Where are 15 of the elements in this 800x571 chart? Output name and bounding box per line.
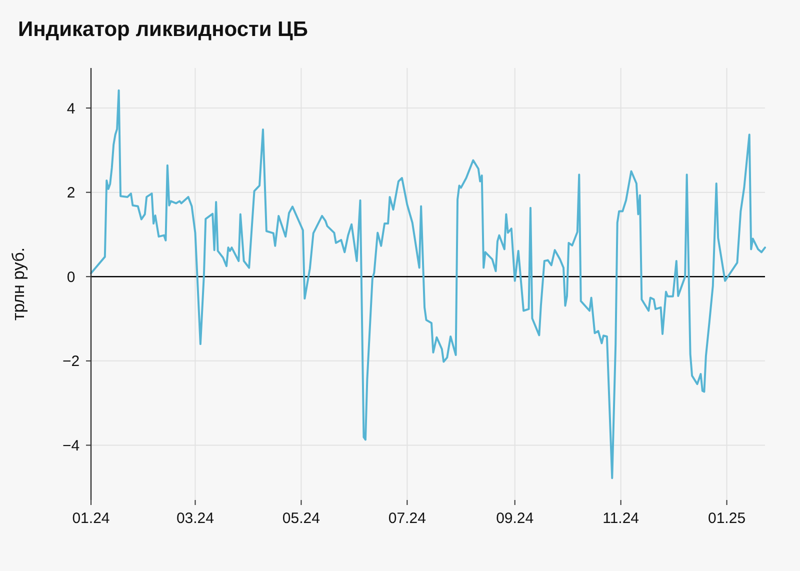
chart-title: Индикатор ликвидности ЦБ: [18, 18, 308, 41]
x-tick-label: 11.24: [602, 510, 640, 527]
y-tick-label: 4: [66, 100, 76, 118]
x-tick-label: 07.24: [388, 510, 426, 527]
y-tick-label: −2: [62, 353, 80, 370]
y-tick-label: 2: [66, 184, 76, 202]
y-tick-label: −4: [62, 437, 80, 454]
x-tick-label: 01.24: [72, 510, 110, 527]
x-tick-label: 05.24: [282, 510, 320, 527]
y-axis-title: трлн руб.: [9, 247, 28, 321]
x-tick-label: 09.24: [496, 510, 534, 527]
line-series: [90, 89, 766, 480]
x-tick-label: 03.24: [176, 510, 214, 527]
y-tick-label: 0: [66, 268, 76, 286]
x-tick-label: 01.25: [708, 510, 746, 527]
